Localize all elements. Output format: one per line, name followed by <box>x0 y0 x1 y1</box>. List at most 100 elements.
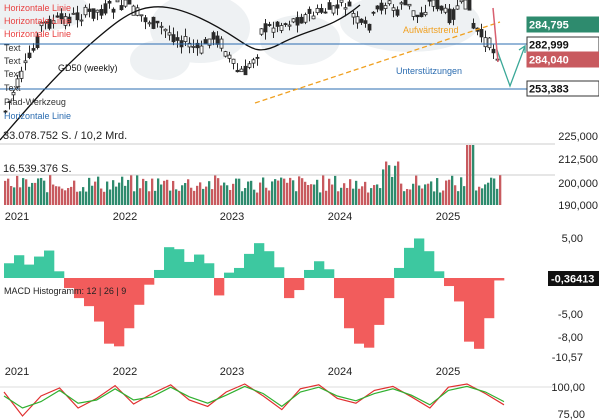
volume-bar <box>235 178 238 205</box>
volume-bar <box>22 178 25 205</box>
volume-bar <box>58 186 61 205</box>
macd-bar <box>464 278 475 342</box>
volume-bar <box>19 187 22 205</box>
macd-year-label: 2022 <box>113 366 137 378</box>
tool-label: Horizontale Linie <box>4 29 71 39</box>
macd-bar <box>454 278 465 302</box>
volume-bar <box>82 187 85 205</box>
candle-body <box>175 37 180 41</box>
macd-bar <box>164 247 175 278</box>
candle-body <box>455 5 460 10</box>
volume-bar <box>439 192 442 205</box>
macd-bar <box>214 278 225 296</box>
oscillator-panel: 100,00 75,00 <box>0 382 585 420</box>
candle-body <box>79 19 84 22</box>
volume-bar <box>76 191 79 205</box>
volume-bar <box>244 188 247 205</box>
volume-bar <box>16 175 19 205</box>
price-tag-label: 282,999 <box>529 40 569 52</box>
macd-bar <box>374 278 385 325</box>
candle-body <box>207 38 212 46</box>
volume-bar <box>28 186 31 205</box>
candle-body <box>63 16 68 26</box>
uptrend-line <box>254 21 501 104</box>
trend-label: Aufwärtstrend <box>403 25 459 35</box>
volume-bar <box>196 185 199 205</box>
volume-bar <box>472 145 475 205</box>
macd-bar <box>474 278 485 349</box>
candle-body <box>83 6 88 16</box>
candle-body <box>471 22 476 29</box>
candle-body <box>439 5 444 11</box>
macd-bar <box>244 253 255 278</box>
candle-body <box>291 18 296 23</box>
candle-body <box>91 8 96 19</box>
macd-bar <box>334 278 345 299</box>
candle-body <box>331 5 336 14</box>
volume-bar <box>124 185 127 205</box>
volume-bar <box>361 186 364 205</box>
volume-bar <box>157 178 160 205</box>
candle-body <box>163 28 168 32</box>
macd-value-box <box>548 271 599 286</box>
candle-body <box>283 23 288 25</box>
volume-bar <box>337 191 340 205</box>
oscillator-line <box>3 385 505 409</box>
candle-body <box>195 42 200 49</box>
volume-bar <box>208 181 211 205</box>
volume-bar <box>346 187 349 205</box>
volume-bar <box>25 179 28 205</box>
candle-body <box>359 18 364 23</box>
volume-bar <box>304 181 307 205</box>
volume-bar <box>43 180 46 205</box>
macd-bar <box>284 278 295 299</box>
macd-year-label: 2023 <box>220 366 244 378</box>
support-label: Unterstützungen <box>396 66 462 76</box>
candle-body <box>243 65 248 76</box>
volume-bar <box>280 177 283 205</box>
macd-title: MACD Histogramm: 12 | 26 | 9 <box>4 286 126 296</box>
volume-bar <box>7 178 10 205</box>
candle-body <box>259 28 264 35</box>
volume-bar <box>433 191 436 205</box>
volume-bar <box>34 182 37 205</box>
volume-bar <box>430 181 433 205</box>
volume-header: 33.078.752 S. / 10,2 Mrd. <box>3 130 127 142</box>
candle-body <box>491 48 496 54</box>
volume-bar <box>319 192 322 205</box>
macd-bar <box>364 278 375 348</box>
candle-body <box>103 3 108 14</box>
volume-bar <box>103 191 106 205</box>
macd-bar <box>24 264 35 278</box>
volume-bar <box>379 188 382 205</box>
volume-bar <box>376 184 379 205</box>
volume-bar <box>496 188 499 205</box>
candle-body <box>379 2 384 11</box>
candle-body <box>395 9 400 16</box>
macd-bar <box>134 278 145 305</box>
volume-bar <box>307 184 310 205</box>
candle-body <box>431 0 436 7</box>
volume-bar <box>445 180 448 205</box>
volume-tick-label: 190,000 <box>558 200 598 212</box>
candle-body <box>435 0 440 10</box>
drop-path <box>492 7 499 63</box>
volume-bar <box>484 184 487 205</box>
oscillator-line <box>3 383 505 417</box>
candle-body <box>415 14 420 18</box>
volume-bar <box>427 183 430 205</box>
volume-bar <box>79 191 82 205</box>
volume-bar <box>352 188 355 205</box>
candle-body <box>427 0 432 2</box>
gd50-label: GD50 (weekly) <box>58 63 118 73</box>
price-tag-label: 284,040 <box>529 55 569 67</box>
macd-bar <box>144 278 155 285</box>
tool-label: Pfad-Werkzeug <box>4 97 66 107</box>
candle-body <box>303 14 308 23</box>
candle-body <box>151 16 156 29</box>
tool-label: Text <box>4 69 21 79</box>
candle-body <box>119 5 124 11</box>
volume-bar <box>454 185 457 205</box>
volume-bar <box>217 178 220 205</box>
candle-body <box>211 32 216 40</box>
